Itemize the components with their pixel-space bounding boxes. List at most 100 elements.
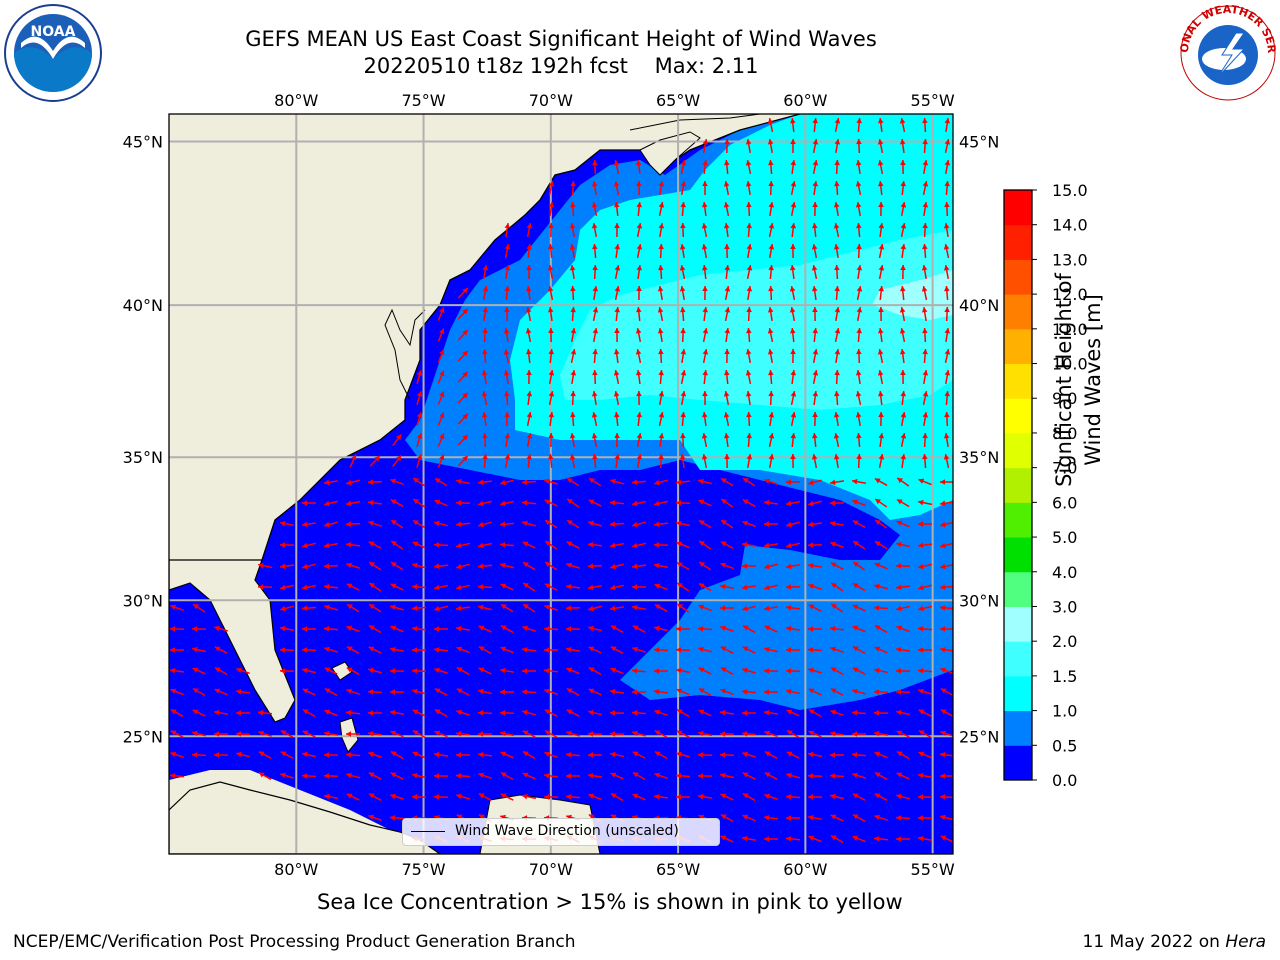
wave-direction-arrowhead [900, 265, 906, 271]
lat-tick-right: 25°N [959, 727, 999, 746]
wave-direction-arrowhead [944, 160, 951, 166]
wave-direction-arrowhead [170, 709, 177, 715]
wave-direction-arrowhead [830, 730, 836, 737]
wave-direction-arrowhead [856, 223, 862, 229]
wave-direction-arrowhead [591, 202, 598, 208]
wave-direction-arrowhead [658, 370, 664, 376]
colorbar-tick-label: 11.0 [1052, 320, 1088, 339]
wave-direction-arrowhead [834, 328, 841, 334]
wave-direction-arrowhead [877, 181, 884, 187]
wave-direction-arrowhead [900, 160, 906, 166]
map-frame [168, 113, 954, 855]
wave-direction-arrowhead [808, 647, 814, 653]
wave-direction-arrowhead [588, 646, 595, 652]
wave-direction-arrowhead [632, 542, 638, 549]
wave-direction-arrowhead [632, 584, 638, 590]
colorbar-tick-label: 12.0 [1052, 285, 1088, 304]
wave-direction-arrowhead [614, 307, 621, 313]
wave-direction-arrowhead [302, 542, 308, 549]
wave-direction-arrowhead [698, 709, 705, 715]
wave-direction-arrowhead [214, 709, 220, 716]
wave-direction-arrowhead [636, 412, 642, 418]
wave-direction-arrowhead [570, 412, 576, 418]
wave-direction-arrowhead [193, 604, 199, 610]
wave-direction-arrowhead [548, 328, 554, 334]
wave-direction-arrowhead [940, 773, 946, 779]
wave-direction-arrowhead [764, 709, 770, 716]
wave-direction-arrowhead [680, 391, 687, 397]
wave-direction-arrowhead [724, 139, 730, 145]
wave-direction-arrowhead [834, 349, 841, 355]
canada-coast [629, 114, 761, 131]
wave-direction-arrowhead [918, 521, 924, 527]
wave-direction-arrowhead [434, 794, 440, 800]
wave-direction-arrowhead [462, 392, 468, 399]
wave-direction-arrowhead [236, 710, 242, 716]
wave-direction-arrowhead [610, 751, 616, 758]
colorbar-tick-label: 1.5 [1052, 667, 1077, 686]
wave-direction-arrowhead [395, 455, 402, 462]
wave-direction-arrowhead [351, 454, 357, 461]
bahamas-island [331, 661, 353, 681]
wave-direction-arrowhead [522, 479, 528, 485]
wave-direction-arrowhead [462, 413, 468, 420]
wave-direction-arrowhead [702, 286, 708, 292]
wave-direction-arrowhead [544, 730, 551, 736]
wave-direction-arrowhead [610, 646, 617, 652]
wave-direction-arrowhead [434, 478, 441, 484]
wave-direction-arrowhead [742, 793, 749, 799]
wave-band-1.5 [560, 230, 953, 410]
wave-direction-arrowhead [767, 349, 774, 355]
wave-direction-arrowhead [434, 730, 441, 736]
wave-direction-arrowhead [852, 604, 859, 610]
wave-direction-arrowhead [768, 370, 774, 376]
wave-direction-arrowhead [764, 772, 771, 778]
wave-direction-arrowhead [874, 793, 881, 799]
wave-direction-arrowhead [280, 668, 286, 674]
wave-direction-arrowhead [896, 625, 903, 631]
wave-direction-arrowhead [636, 433, 643, 439]
wave-direction-arrowhead [434, 605, 440, 612]
wave-direction-arrowhead [812, 370, 819, 376]
nova-scotia [639, 131, 701, 176]
wave-direction-arrowhead [569, 244, 576, 250]
wave-direction-arrowhead [522, 541, 529, 547]
wave-direction-arrowhead [940, 542, 946, 549]
wave-direction-arrowhead [745, 391, 752, 397]
wave-direction-arrowhead [702, 307, 709, 313]
wave-direction-arrowhead [855, 370, 862, 376]
wave-direction-arrowhead [302, 688, 309, 694]
wave-direction-arrowhead [478, 479, 484, 486]
wave-direction-arrowhead [236, 667, 243, 673]
wave-direction-arrowhead [811, 454, 818, 460]
wave-direction-arrowhead [720, 562, 727, 568]
wave-direction-arrowhead [896, 815, 902, 821]
wave-direction-arrowhead [790, 412, 797, 418]
wave-direction-arrowhead [368, 625, 375, 631]
cuba-land [169, 781, 442, 854]
wave-direction-arrowhead [547, 265, 554, 271]
wave-direction-arrowhead [390, 646, 396, 653]
wave-direction-arrowhead [570, 286, 576, 292]
wave-direction-arrowhead [723, 181, 730, 187]
wave-direction-arrowhead [877, 349, 884, 355]
wave-direction-arrowhead [896, 584, 902, 591]
wave-direction-arrowhead [346, 731, 352, 737]
wave-direction-arrowhead [500, 562, 506, 569]
wave-direction-arrowhead [745, 370, 752, 376]
wave-direction-arrowhead [940, 626, 946, 632]
wave-direction-arrowhead [346, 562, 352, 569]
wave-direction-arrowhead [544, 709, 551, 715]
wave-direction-arrowhead [412, 647, 418, 653]
wave-direction-arrowhead [416, 370, 423, 376]
wave-direction-arrowhead [940, 563, 946, 570]
wave-direction-arrowhead [767, 139, 774, 145]
wave-direction-arrowhead [853, 541, 859, 547]
wave-direction-arrowhead [900, 286, 906, 292]
wave-direction-arrowhead [548, 349, 554, 355]
wave-direction-arrowhead [944, 286, 950, 292]
wave-direction-arrowhead [632, 521, 638, 528]
wave-direction-arrowhead [566, 646, 572, 653]
wave-direction-arrowhead [369, 562, 375, 568]
wave-direction-arrowhead [720, 772, 726, 779]
